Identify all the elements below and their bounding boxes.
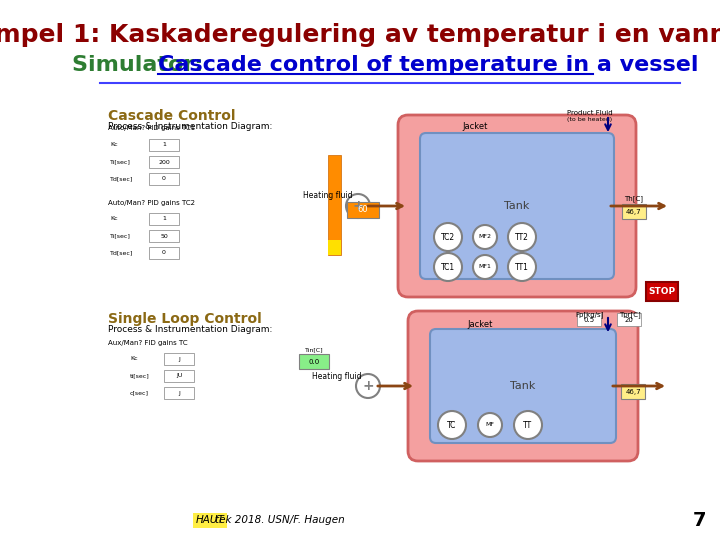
- Text: TC2: TC2: [441, 233, 455, 241]
- FancyBboxPatch shape: [430, 329, 616, 443]
- Text: 50: 50: [160, 233, 168, 239]
- FancyBboxPatch shape: [164, 387, 194, 399]
- FancyBboxPatch shape: [164, 370, 194, 382]
- Text: Eksempel 1: Kaskaderegulering av temperatur i en vanntank: Eksempel 1: Kaskaderegulering av tempera…: [0, 23, 720, 47]
- FancyBboxPatch shape: [398, 115, 636, 297]
- Text: 1: 1: [162, 143, 166, 147]
- Text: 0: 0: [162, 251, 166, 255]
- FancyBboxPatch shape: [149, 173, 179, 185]
- Text: Tpr[C]: Tpr[C]: [619, 311, 641, 318]
- FancyBboxPatch shape: [149, 213, 179, 225]
- Text: c[sec]: c[sec]: [130, 390, 149, 395]
- Text: (to be heated): (to be heated): [567, 117, 613, 122]
- Text: HAUT: HAUT: [196, 515, 225, 525]
- Text: J: J: [178, 356, 180, 361]
- Text: 46,7: 46,7: [625, 389, 641, 395]
- Text: Cascade control of temperature in a vessel: Cascade control of temperature in a vess…: [158, 55, 698, 75]
- Text: MF1: MF1: [479, 265, 492, 269]
- Text: JU: JU: [176, 374, 182, 379]
- FancyBboxPatch shape: [149, 139, 179, 151]
- Circle shape: [473, 255, 497, 279]
- Text: Simulator:: Simulator:: [72, 55, 211, 75]
- Text: +: +: [352, 199, 364, 213]
- Text: Aux/Man? FID gains TC: Aux/Man? FID gains TC: [108, 340, 188, 346]
- Text: Tank: Tank: [510, 381, 536, 391]
- Circle shape: [438, 411, 466, 439]
- Text: 1: 1: [162, 217, 166, 221]
- Text: MF2: MF2: [479, 234, 492, 240]
- Bar: [328, 240, 341, 255]
- Text: Th[C]: Th[C]: [624, 195, 644, 202]
- FancyBboxPatch shape: [347, 202, 379, 218]
- Circle shape: [434, 253, 462, 281]
- FancyBboxPatch shape: [577, 313, 601, 326]
- Text: Kc: Kc: [110, 217, 117, 221]
- Bar: [328, 155, 341, 255]
- Text: Kc: Kc: [130, 356, 138, 361]
- Text: 200: 200: [158, 159, 170, 165]
- Text: MF: MF: [485, 422, 495, 428]
- Text: Single Loop Control: Single Loop Control: [108, 312, 262, 326]
- Text: Heating fluid: Heating fluid: [312, 372, 362, 381]
- FancyBboxPatch shape: [299, 354, 329, 369]
- Text: Ti[sec]: Ti[sec]: [110, 159, 131, 165]
- Text: Kc: Kc: [110, 143, 117, 147]
- Text: J: J: [178, 390, 180, 395]
- Text: TT: TT: [523, 421, 533, 429]
- Text: 46,7: 46,7: [626, 209, 642, 215]
- Text: STOP: STOP: [649, 287, 675, 296]
- Text: 0: 0: [162, 177, 166, 181]
- Text: TT2: TT2: [515, 233, 529, 241]
- Text: TC1: TC1: [441, 262, 455, 272]
- FancyBboxPatch shape: [420, 133, 614, 279]
- Text: Jacket: Jacket: [462, 122, 487, 131]
- Text: +: +: [362, 379, 374, 393]
- Text: Process & Instrumentation Diagram:: Process & Instrumentation Diagram:: [108, 122, 272, 131]
- Text: 7: 7: [693, 510, 707, 530]
- Text: Process & Instrumentation Diagram:: Process & Instrumentation Diagram:: [108, 325, 272, 334]
- FancyBboxPatch shape: [164, 353, 194, 365]
- Text: TC: TC: [447, 421, 456, 429]
- Text: tek 2018. USN/F. Haugen: tek 2018. USN/F. Haugen: [215, 515, 345, 525]
- Text: Td[sec]: Td[sec]: [110, 177, 133, 181]
- Circle shape: [508, 223, 536, 251]
- Text: Tin[C]: Tin[C]: [305, 347, 323, 352]
- FancyBboxPatch shape: [408, 311, 638, 461]
- Text: 0.0: 0.0: [308, 359, 320, 365]
- FancyBboxPatch shape: [621, 384, 645, 399]
- FancyBboxPatch shape: [193, 513, 227, 528]
- FancyBboxPatch shape: [617, 313, 641, 326]
- Text: Fp[kg/s]: Fp[kg/s]: [576, 311, 604, 318]
- Text: Tank: Tank: [504, 201, 530, 211]
- Text: 0.5: 0.5: [583, 317, 595, 323]
- Text: Cascade Control: Cascade Control: [108, 109, 235, 123]
- Text: ti[sec]: ti[sec]: [130, 374, 150, 379]
- FancyBboxPatch shape: [646, 282, 678, 301]
- Circle shape: [346, 194, 370, 218]
- Text: Product Fluid: Product Fluid: [567, 110, 613, 116]
- Text: Td[sec]: Td[sec]: [110, 251, 133, 255]
- Text: Heating fluid: Heating fluid: [303, 191, 353, 200]
- FancyBboxPatch shape: [149, 230, 179, 242]
- Circle shape: [514, 411, 542, 439]
- Circle shape: [478, 413, 502, 437]
- Text: 60: 60: [358, 206, 369, 214]
- Text: Ti[sec]: Ti[sec]: [110, 233, 131, 239]
- Circle shape: [508, 253, 536, 281]
- Circle shape: [434, 223, 462, 251]
- Text: Auto/Man? PID gains TC2: Auto/Man? PID gains TC2: [108, 200, 195, 206]
- FancyBboxPatch shape: [149, 247, 179, 259]
- FancyBboxPatch shape: [622, 204, 646, 219]
- Text: Auto/Man? PID gains TC1: Auto/Man? PID gains TC1: [108, 125, 195, 131]
- Text: 20: 20: [624, 317, 634, 323]
- Text: TT1: TT1: [515, 262, 529, 272]
- Text: Jacket: Jacket: [467, 320, 492, 329]
- Circle shape: [473, 225, 497, 249]
- Circle shape: [356, 374, 380, 398]
- FancyBboxPatch shape: [149, 156, 179, 168]
